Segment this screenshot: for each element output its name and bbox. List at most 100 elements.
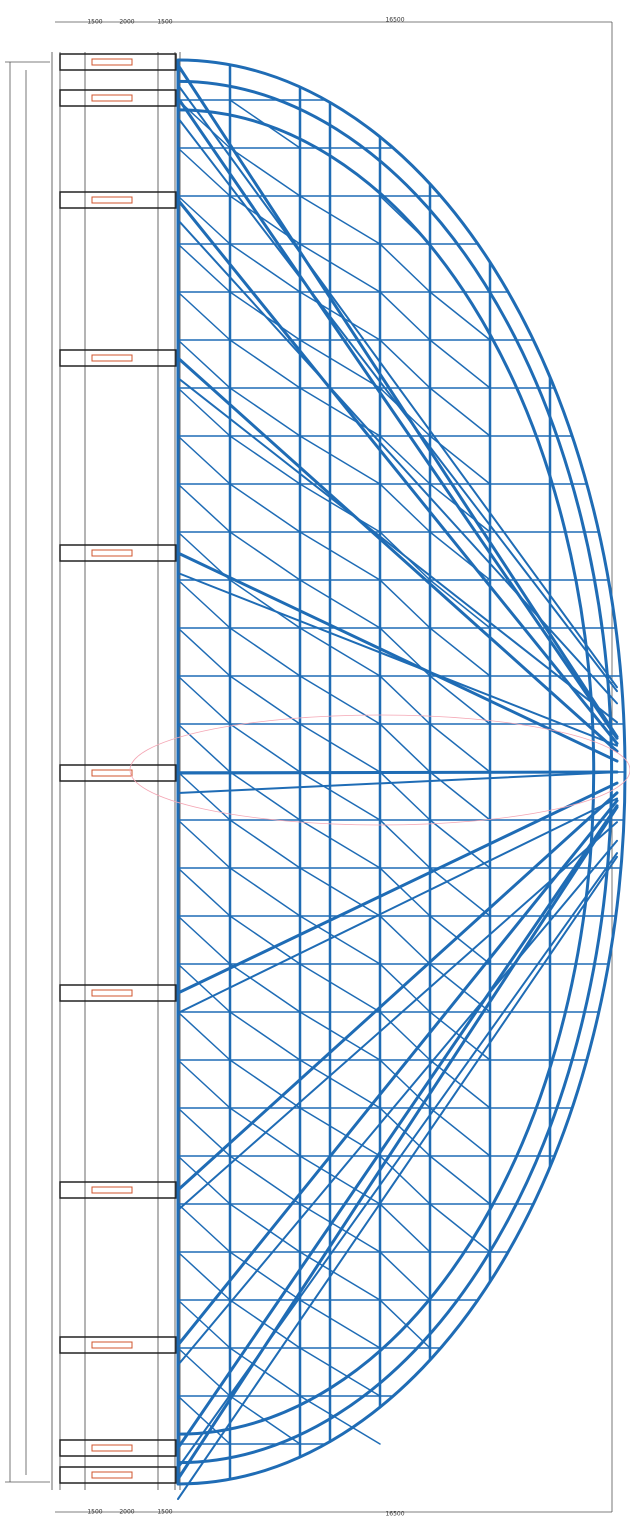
member — [299, 195, 381, 245]
member — [429, 675, 491, 725]
member — [379, 963, 431, 1013]
member — [229, 963, 301, 1013]
member — [429, 771, 491, 821]
member — [299, 579, 381, 629]
member — [176, 198, 619, 745]
bearing — [91, 769, 133, 777]
member — [177, 963, 231, 1013]
member — [299, 1347, 381, 1397]
support-frame — [51, 52, 181, 1490]
member — [229, 1011, 301, 1061]
member — [429, 819, 491, 869]
member — [299, 675, 381, 725]
member — [177, 291, 231, 341]
member — [229, 291, 301, 341]
member — [299, 627, 381, 677]
member — [177, 1155, 231, 1205]
member — [379, 771, 431, 821]
member — [429, 435, 491, 485]
member — [379, 915, 431, 965]
member — [379, 195, 431, 245]
member — [229, 627, 301, 677]
bearing — [91, 354, 133, 362]
member — [379, 627, 431, 677]
member — [429, 867, 491, 917]
member — [299, 867, 381, 917]
dimension-label: 1500 — [87, 19, 102, 26]
member — [229, 915, 301, 965]
support — [59, 984, 177, 1002]
member — [177, 195, 231, 245]
member — [177, 723, 231, 773]
member — [379, 819, 431, 869]
member — [176, 356, 619, 753]
member — [379, 1299, 431, 1349]
member — [229, 1155, 301, 1205]
member — [177, 1107, 231, 1157]
member — [177, 819, 231, 869]
member — [229, 435, 301, 485]
member — [177, 821, 618, 1211]
member — [299, 1395, 381, 1445]
member — [299, 1059, 381, 1109]
member — [229, 867, 301, 917]
member — [177, 387, 231, 437]
member — [177, 483, 231, 533]
member — [229, 1107, 301, 1157]
bearing — [91, 94, 133, 102]
member — [299, 483, 381, 533]
member — [229, 1203, 301, 1253]
member — [177, 531, 231, 581]
member — [229, 339, 301, 389]
member — [379, 435, 431, 485]
member — [176, 63, 619, 739]
member — [229, 387, 301, 437]
member — [299, 531, 381, 581]
bearing — [91, 549, 133, 557]
member — [379, 243, 431, 293]
roof-truss — [176, 58, 627, 1500]
support — [59, 89, 177, 107]
member — [177, 797, 618, 1014]
member — [379, 291, 431, 341]
member — [429, 483, 491, 533]
support — [59, 53, 177, 71]
member — [229, 675, 301, 725]
member — [229, 99, 301, 149]
member — [177, 867, 231, 917]
member — [429, 1155, 491, 1205]
member — [177, 1203, 231, 1253]
member — [177, 84, 618, 689]
member — [229, 531, 301, 581]
member — [177, 147, 231, 197]
member — [229, 723, 301, 773]
member — [229, 147, 301, 197]
member — [229, 1059, 301, 1109]
dimension-label: 2000 — [119, 1509, 134, 1516]
member — [379, 867, 431, 917]
member — [299, 1107, 381, 1157]
member — [299, 1203, 381, 1253]
member — [299, 915, 381, 965]
member — [177, 627, 231, 677]
member — [429, 627, 491, 677]
member — [429, 1107, 491, 1157]
member — [177, 99, 231, 149]
support — [59, 764, 177, 782]
bearing — [91, 1341, 133, 1349]
member — [229, 771, 301, 821]
member — [177, 435, 231, 485]
guide-ellipse — [129, 714, 630, 826]
member — [299, 339, 381, 389]
member — [379, 339, 431, 389]
support — [59, 191, 177, 209]
member — [379, 1251, 431, 1301]
member — [176, 805, 619, 1481]
support — [59, 1439, 177, 1457]
member — [229, 1251, 301, 1301]
member — [229, 819, 301, 869]
member — [429, 531, 491, 581]
member — [379, 1107, 431, 1157]
